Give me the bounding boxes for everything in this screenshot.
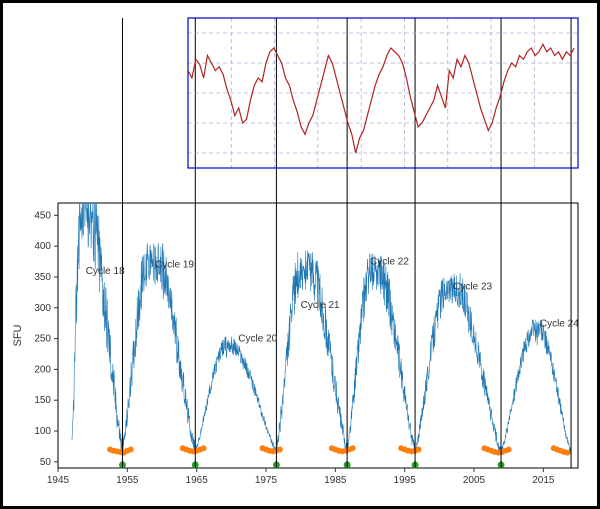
cycle-annotation: Cycle 22 [370,257,409,268]
xtick-label: 1945 [47,475,70,486]
minimum-marker [565,450,571,456]
xtick-label: 1965 [186,475,209,486]
xtick-label: 1995 [394,475,417,486]
ytick-label: 200 [34,364,51,375]
minimum-marker [277,447,283,453]
ytick-label: 100 [34,426,51,437]
figure-frame: 50 100 150 200 250 300 350 400 450 1945 1955 1965 19… [0,0,600,509]
xtick-label: 2015 [532,475,555,486]
minimum-marker [350,445,356,451]
minimum-marker [506,447,512,453]
cycle-annotation: Cycle 24 [540,318,579,329]
ytick-label: 400 [34,241,51,252]
cycle-annotation: Cycle 19 [155,260,194,271]
ytick-label: 150 [34,395,51,406]
xtick-label: 2005 [463,475,486,486]
y-axis-label: SFU [12,324,24,346]
ytick-label: 350 [34,272,51,283]
ytick-label: 300 [34,303,51,314]
minimum-marker [201,445,207,451]
cycle-annotation: Cycle 20 [238,334,277,345]
xtick-label: 1985 [324,475,347,486]
cycle-annotation: Cycle 21 [301,300,340,311]
xtick-label: 1975 [255,475,278,486]
cycle-annotation: Cycle 23 [453,281,492,292]
xtick-label: 1955 [116,475,139,486]
ytick-label: 450 [34,210,51,221]
cycle-annotation: Cycle 18 [86,266,125,277]
minimum-marker [416,447,422,453]
ytick-label: 50 [40,457,52,468]
sfu-series [72,187,571,455]
ytick-label: 250 [34,334,51,345]
figure-svg: 50 100 150 200 250 300 350 400 450 1945 1955 1965 19… [3,3,597,506]
top-series [188,44,574,153]
minimum-marker [128,447,134,453]
